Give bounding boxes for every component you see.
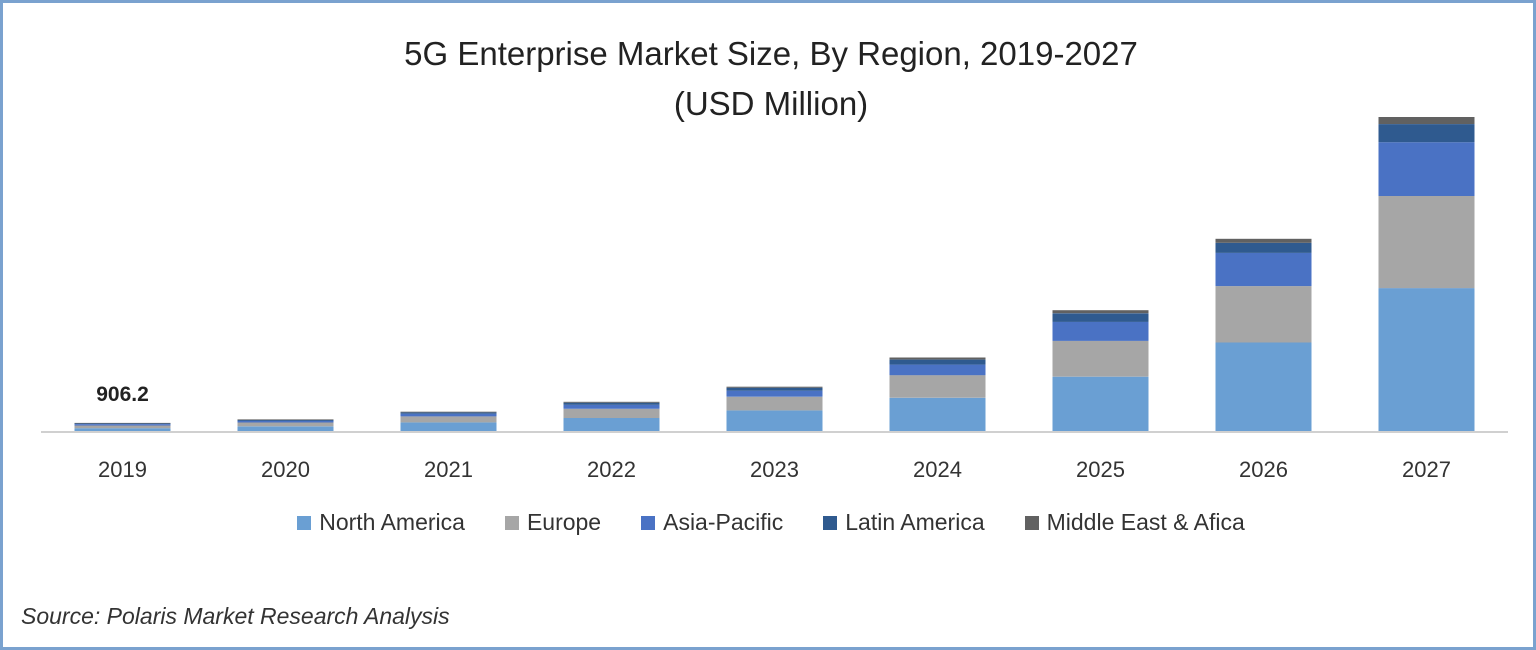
stacked-bar-chart: 2019 2020 2021 2022 2023 2024 2025 2026 2027 906… [41, 117, 1508, 482]
x-tick-label-2020: 2020 [261, 457, 310, 482]
bar-2026-north-america [1215, 342, 1312, 432]
data-label-2019: 906.2 [96, 383, 149, 406]
x-tick-label-2021: 2021 [424, 457, 473, 482]
bar-2025-europe [1052, 340, 1149, 377]
legend-label-middle-east-afica: Middle East & Afica [1046, 509, 1245, 535]
bar-2027-europe [1378, 196, 1475, 289]
bar-2022-latin-america [563, 402, 660, 405]
bar-2023-europe [726, 396, 823, 411]
bar-2024-middle-east-afica [889, 357, 986, 360]
bar-2025-middle-east-afica [1052, 310, 1149, 314]
bar-2021-north-america [400, 422, 497, 432]
bar-2023-north-america [726, 410, 823, 432]
bar-2023-latin-america [726, 387, 823, 391]
bar-2020-latin-america [237, 420, 334, 421]
chart-title-line: 5G Enterprise Market Size, By Region, 20… [404, 35, 1138, 72]
chart-title: 5G Enterprise Market Size, By Region, 20… [3, 29, 1536, 129]
bar-2019-latin-america [74, 423, 171, 424]
bar-2019-middle-east-afica [74, 422, 171, 424]
legend-item-north-america: North America [297, 509, 465, 536]
legend-label-asia-pacific: Asia-Pacific [663, 509, 784, 535]
legend-swatch-latin-america [823, 515, 838, 530]
bar-2023-asia-pacific [726, 390, 823, 397]
legend-item-europe: Europe [504, 509, 602, 536]
bar-2026-middle-east-afica [1215, 238, 1312, 243]
bar-2022-north-america [563, 417, 660, 432]
legend-label-latin-america: Latin America [845, 509, 985, 535]
bar-2021-europe [400, 416, 497, 423]
bar-2021-middle-east-afica [400, 411, 497, 413]
bar-2020-asia-pacific [237, 420, 334, 423]
legend-swatch-asia-pacific [641, 515, 656, 530]
chart-subtitle: (USD Million) [673, 85, 869, 122]
x-tick-label-2025: 2025 [1076, 457, 1125, 482]
bar-2020-europe [237, 422, 334, 427]
bar-2025-asia-pacific [1052, 321, 1149, 341]
data-labels: 906.2 [96, 383, 149, 406]
bar-2019-asia-pacific [74, 424, 171, 426]
bar-2024-north-america [889, 397, 986, 432]
bar-2027-middle-east-afica [1378, 117, 1475, 124]
bar-2022-middle-east-afica [563, 401, 660, 403]
bar-2025-latin-america [1052, 313, 1149, 322]
source-note: Source: Polaris Market Research Analysis [21, 603, 450, 629]
x-axis-labels: 2019 2020 2021 2022 2023 2024 2025 2026 2027 [98, 457, 1451, 482]
bar-2021-latin-america [400, 412, 497, 414]
x-tick-label-2022: 2022 [587, 457, 636, 482]
bar-2020-middle-east-afica [237, 419, 334, 420]
legend-swatch-europe [504, 515, 519, 530]
bar-2026-latin-america [1215, 242, 1312, 253]
legend-item-asia-pacific: Asia-Pacific [641, 509, 783, 536]
legend-label-europe: Europe [526, 509, 602, 535]
bar-2026-europe [1215, 286, 1312, 343]
bar-2022-asia-pacific [563, 404, 660, 409]
bar-2023-middle-east-afica [726, 386, 823, 388]
legend-label-north-america: North America [319, 509, 465, 535]
bar-2027-north-america [1378, 288, 1475, 432]
bar-2024-asia-pacific [889, 364, 986, 376]
bar-2027-asia-pacific [1378, 142, 1475, 196]
bar-2026-asia-pacific [1215, 252, 1312, 287]
x-tick-label-2026: 2026 [1239, 457, 1288, 482]
x-tick-label-2023: 2023 [750, 457, 799, 482]
bar-2025-north-america [1052, 376, 1149, 432]
legend-item-middle-east-afica: Middle East & Afica [1024, 509, 1245, 536]
legend-swatch-middle-east-afica [1024, 515, 1039, 530]
legend-item-latin-america: Latin America [823, 509, 985, 536]
bar-2019-europe [74, 425, 171, 429]
x-tick-label-2019: 2019 [98, 457, 147, 482]
bar-2020-north-america [237, 426, 334, 432]
x-tick-label-2024: 2024 [913, 457, 962, 482]
bar-2019-north-america [74, 428, 171, 432]
bar-2024-latin-america [889, 359, 986, 365]
legend: North America Europe Asia-Pacific Latin Ame… [3, 509, 1536, 536]
bar-2027-latin-america [1378, 124, 1475, 143]
bar-2024-europe [889, 375, 986, 398]
x-tick-label-2027: 2027 [1402, 457, 1451, 482]
bars-group [74, 117, 1475, 432]
legend-swatch-north-america [297, 515, 312, 530]
bar-2022-europe [563, 408, 660, 418]
bar-2021-asia-pacific [400, 413, 497, 417]
